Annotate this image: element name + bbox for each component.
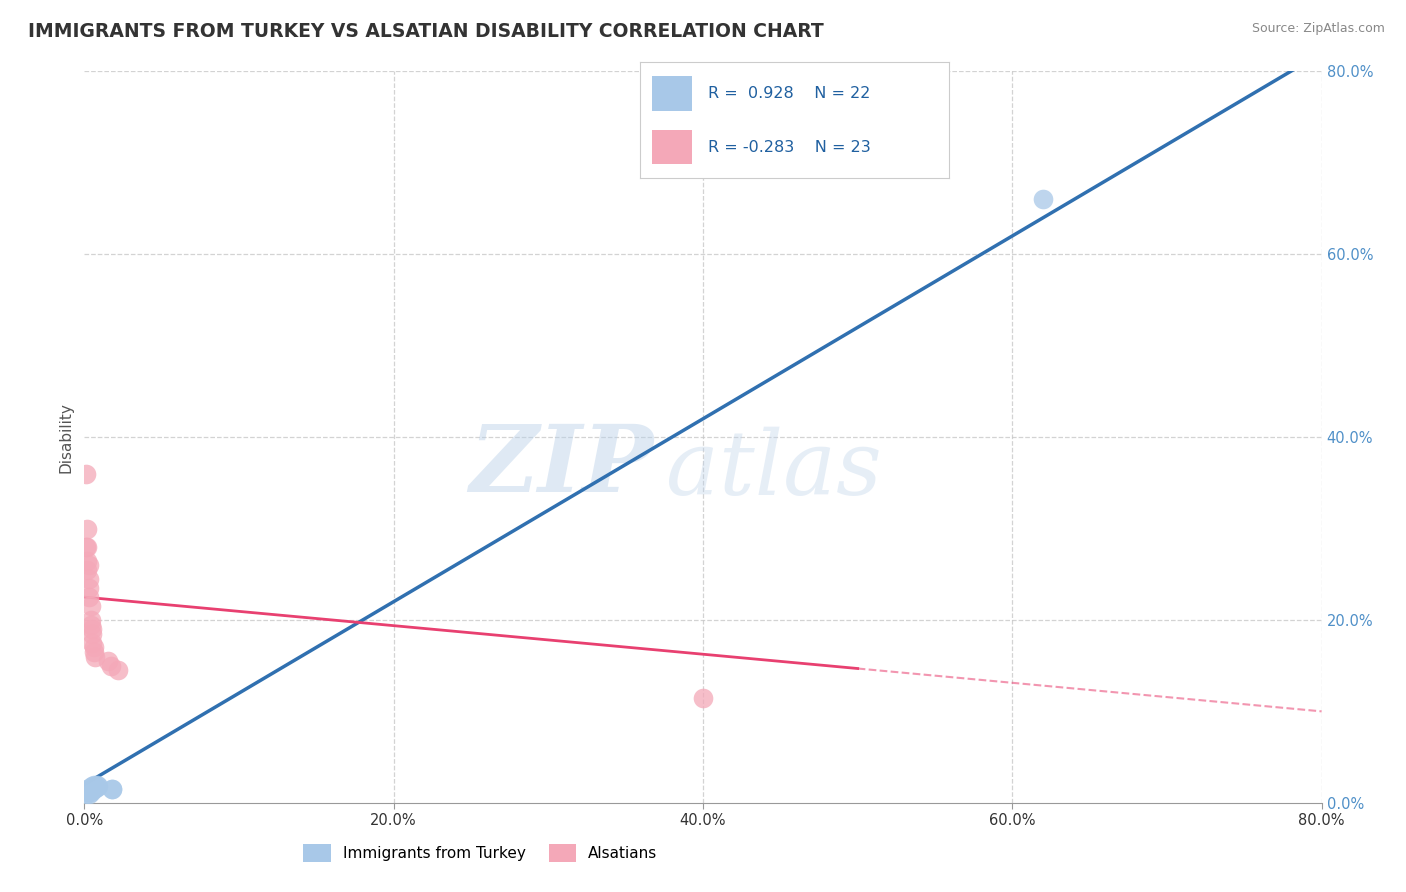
Point: [77, 784, 100, 798]
Point: [84, 781, 107, 796]
Point: [101, 782, 124, 797]
Point: [79, 617, 101, 632]
Point: [79, 613, 101, 627]
Point: [75, 787, 97, 801]
Point: [76, 785, 98, 799]
Point: [82, 780, 104, 794]
Point: [77, 590, 100, 604]
Point: [77, 782, 100, 797]
Point: [100, 658, 122, 673]
Point: [84, 649, 107, 664]
Text: R =  0.928    N = 22: R = 0.928 N = 22: [707, 87, 870, 102]
Point: [76, 563, 98, 577]
Point: [82, 636, 104, 650]
Point: [82, 783, 104, 797]
Text: ZIP: ZIP: [470, 421, 654, 511]
Text: IMMIGRANTS FROM TURKEY VS ALSATIAN DISABILITY CORRELATION CHART: IMMIGRANTS FROM TURKEY VS ALSATIAN DISAB…: [28, 22, 824, 41]
Point: [87, 780, 110, 794]
Point: [76, 540, 98, 554]
Point: [76, 782, 98, 797]
Point: [692, 690, 714, 705]
Point: [83, 779, 105, 793]
Bar: [652, 77, 692, 112]
Point: [101, 782, 124, 797]
Point: [75, 467, 97, 481]
Point: [82, 781, 104, 796]
Point: [107, 663, 129, 677]
Text: atlas: atlas: [666, 426, 882, 514]
Point: [77, 581, 100, 595]
Point: [83, 645, 105, 659]
Y-axis label: Disability: Disability: [58, 401, 73, 473]
Bar: [652, 129, 692, 164]
Point: [79, 780, 101, 795]
Point: [82, 622, 104, 636]
Point: [86, 780, 108, 795]
Point: [77, 558, 100, 573]
Legend: Immigrants from Turkey, Alsatians: Immigrants from Turkey, Alsatians: [297, 838, 664, 868]
Point: [82, 626, 104, 640]
Text: Source: ZipAtlas.com: Source: ZipAtlas.com: [1251, 22, 1385, 36]
Point: [97, 654, 120, 668]
Point: [75, 540, 97, 554]
Point: [84, 780, 107, 794]
Point: [79, 599, 101, 614]
Point: [76, 521, 98, 535]
Point: [83, 640, 105, 655]
Point: [79, 785, 101, 799]
Point: [76, 553, 98, 567]
Point: [77, 787, 100, 801]
Text: R = -0.283    N = 23: R = -0.283 N = 23: [707, 139, 870, 154]
Point: [79, 783, 101, 797]
Point: [77, 572, 100, 586]
Point: [86, 777, 108, 792]
Point: [1032, 192, 1054, 206]
Point: [83, 782, 105, 797]
